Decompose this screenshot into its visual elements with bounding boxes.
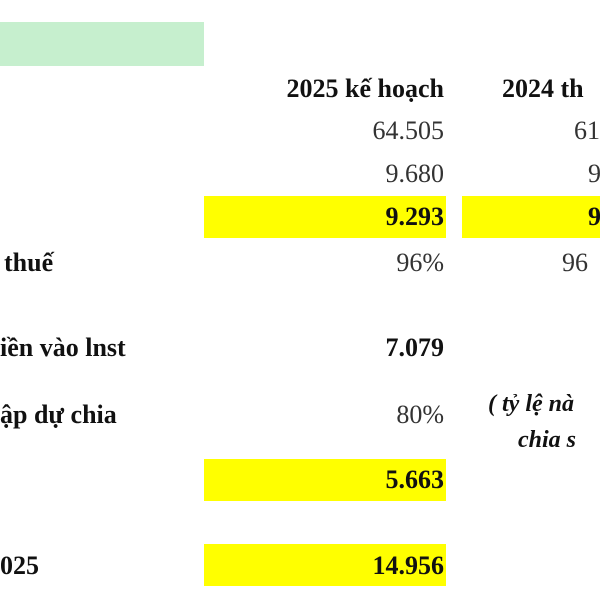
tax-ratio-prev-value: 96 [562,248,588,277]
profit-prev-value: 9 [588,202,600,231]
highlight-cell-dividend-value [204,459,446,501]
highlight-cell-profit-plan [204,196,446,238]
row-label-cash-to-lnst: iền vào lnst [0,333,126,362]
note-line-2: chia s [518,427,577,453]
row-label-total-2025: 025 [0,551,39,580]
highlight-cell-profit-prev [462,196,600,238]
revenue-plan-value: 64.505 [372,116,445,145]
note-line-1: ( tỷ lệ nà [488,391,574,417]
tax-ratio-plan-value: 96% [396,248,444,277]
column-header-actual-2024: 2024 th [502,74,584,103]
dividend-value-plan-value: 5.663 [385,465,445,494]
highlight-cell-total-2025 [204,544,446,586]
total-2025-plan-value: 14.956 [372,551,445,580]
dividend-ratio-plan-value: 80% [396,400,444,429]
column-header-plan-2025: 2025 kế hoạch [286,74,444,103]
cost-plan-value: 9.680 [385,159,445,188]
cash-to-lnst-plan-value: 7.079 [385,333,445,362]
row-label-tax-ratio: thuế [4,248,54,277]
cost-prev-value: 9 [588,159,600,188]
revenue-prev-value: 61 [574,116,600,145]
row-label-dividend-ratio: ập dự chia [0,400,117,429]
header-fill-cell [0,22,204,66]
profit-plan-value: 9.293 [385,202,445,231]
